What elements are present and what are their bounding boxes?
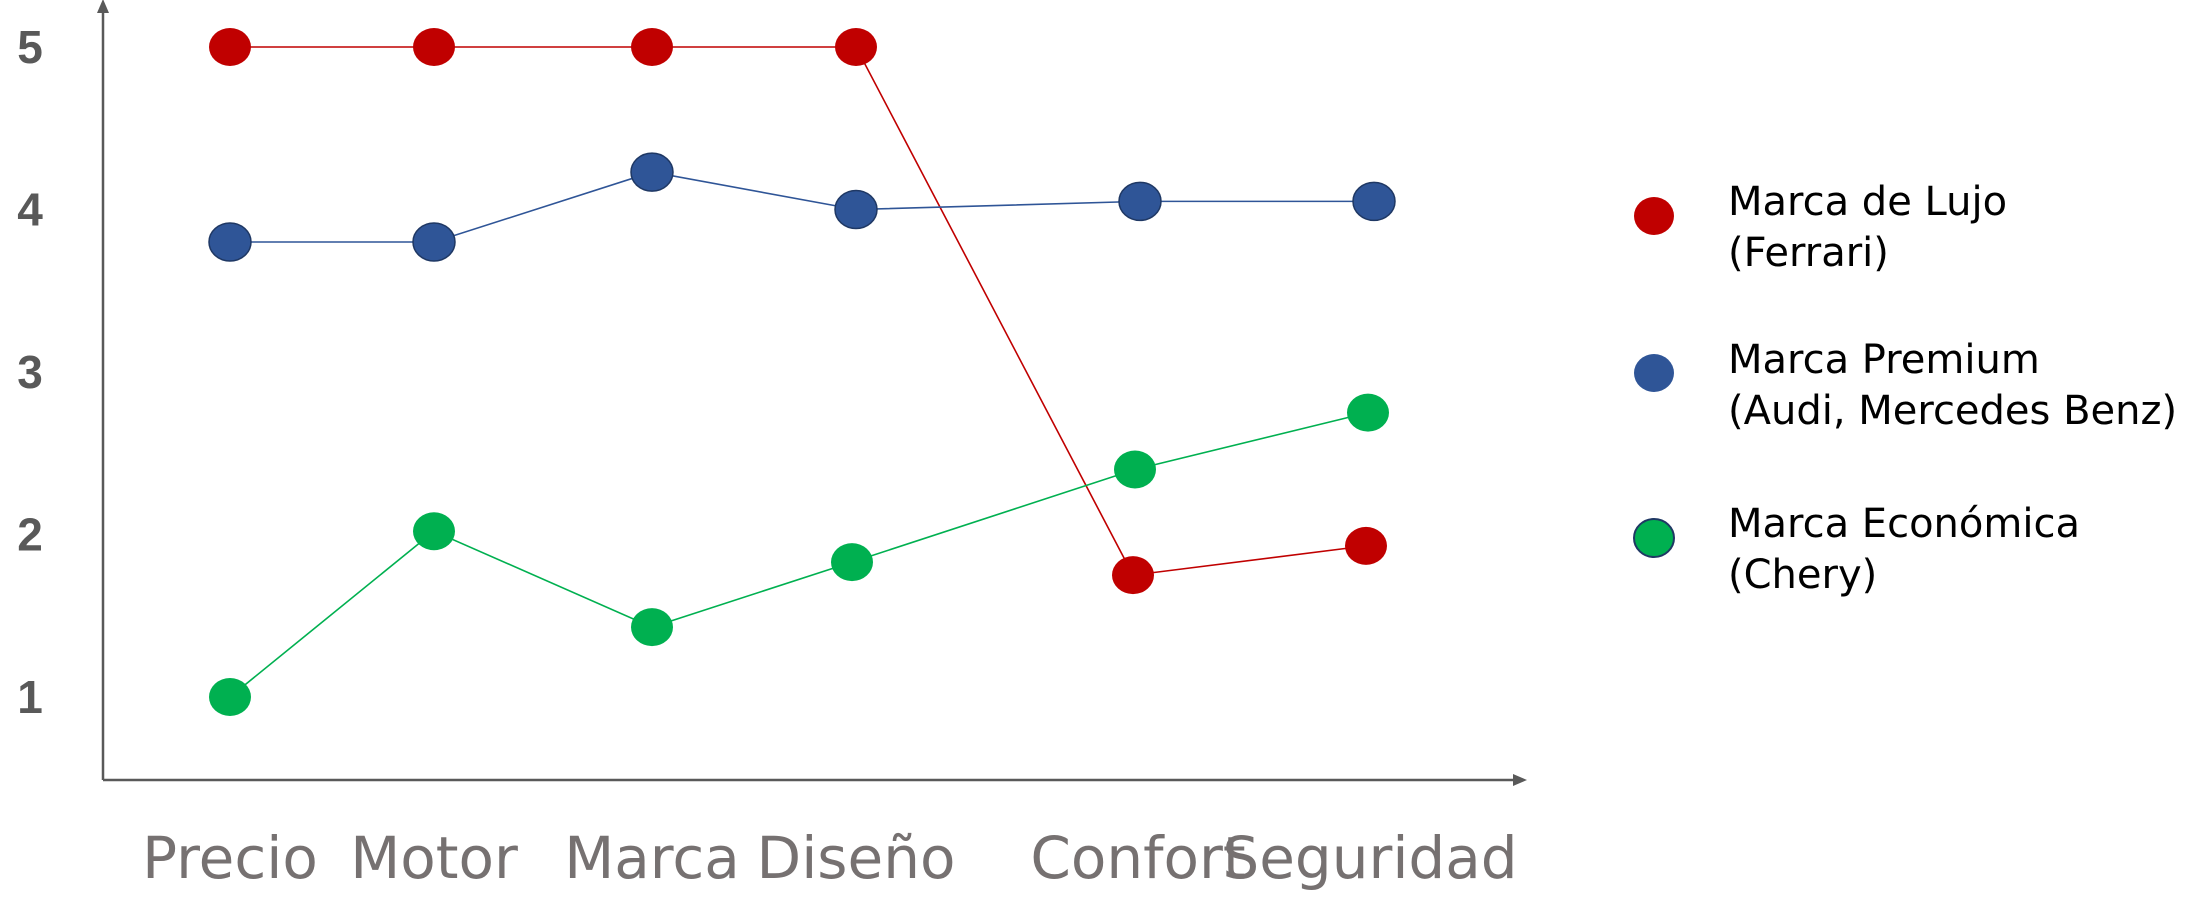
data-point: [631, 608, 673, 647]
data-point: [835, 28, 877, 66]
legend-sublabel: (Chery): [1728, 552, 1877, 598]
legend-label: Marca de Lujo: [1728, 179, 2007, 225]
y-tick-label: 1: [17, 671, 43, 723]
data-point: [1118, 181, 1162, 222]
data-point: [209, 28, 251, 66]
data-point: [413, 512, 455, 551]
data-point: [412, 222, 456, 262]
legend-sublabel: (Audi, Mercedes Benz): [1728, 388, 2177, 434]
data-point: [209, 678, 251, 716]
data-point: [1347, 393, 1389, 432]
series-line: [230, 46, 1367, 576]
data-point: [834, 189, 878, 230]
data-point: [1345, 526, 1387, 565]
legend-marker: [1634, 197, 1674, 235]
legend-label: Marca Económica: [1728, 501, 2080, 547]
legend-marker: [1633, 518, 1675, 558]
data-point: [631, 28, 673, 66]
data-point: [831, 543, 873, 582]
data-point: [1352, 181, 1396, 222]
legend-sublabel: (Ferrari): [1728, 230, 1889, 276]
y-tick-label: 2: [17, 509, 43, 561]
series-lines: [229, 46, 1374, 698]
series-line: [230, 171, 1374, 243]
y-tick-label: 4: [17, 184, 43, 236]
data-point: [208, 222, 252, 262]
data-point: [1114, 450, 1156, 489]
x-tick-label: Motor: [350, 824, 518, 892]
legend-label: Marca Premium: [1728, 337, 2040, 383]
data-point: [413, 28, 455, 66]
x-tick-label: Seguridad: [1222, 824, 1517, 892]
x-tick-label: Precio: [142, 824, 318, 892]
series-points: [208, 28, 1396, 716]
y-tick-labels: 1 2 3 4 5: [17, 21, 43, 723]
series-line: [229, 411, 1369, 698]
data-point: [630, 152, 674, 192]
x-tick-label: Confort: [1030, 824, 1245, 892]
x-tick-label: Marca: [564, 824, 740, 892]
data-point: [1112, 556, 1154, 595]
x-tick-label: Diseño: [757, 824, 956, 892]
legend: Marca de Lujo (Ferrari) Marca Premium (Audi…: [1633, 179, 2177, 598]
legend-marker: [1634, 354, 1674, 392]
y-tick-label: 5: [17, 21, 43, 73]
y-tick-label: 3: [17, 346, 43, 398]
